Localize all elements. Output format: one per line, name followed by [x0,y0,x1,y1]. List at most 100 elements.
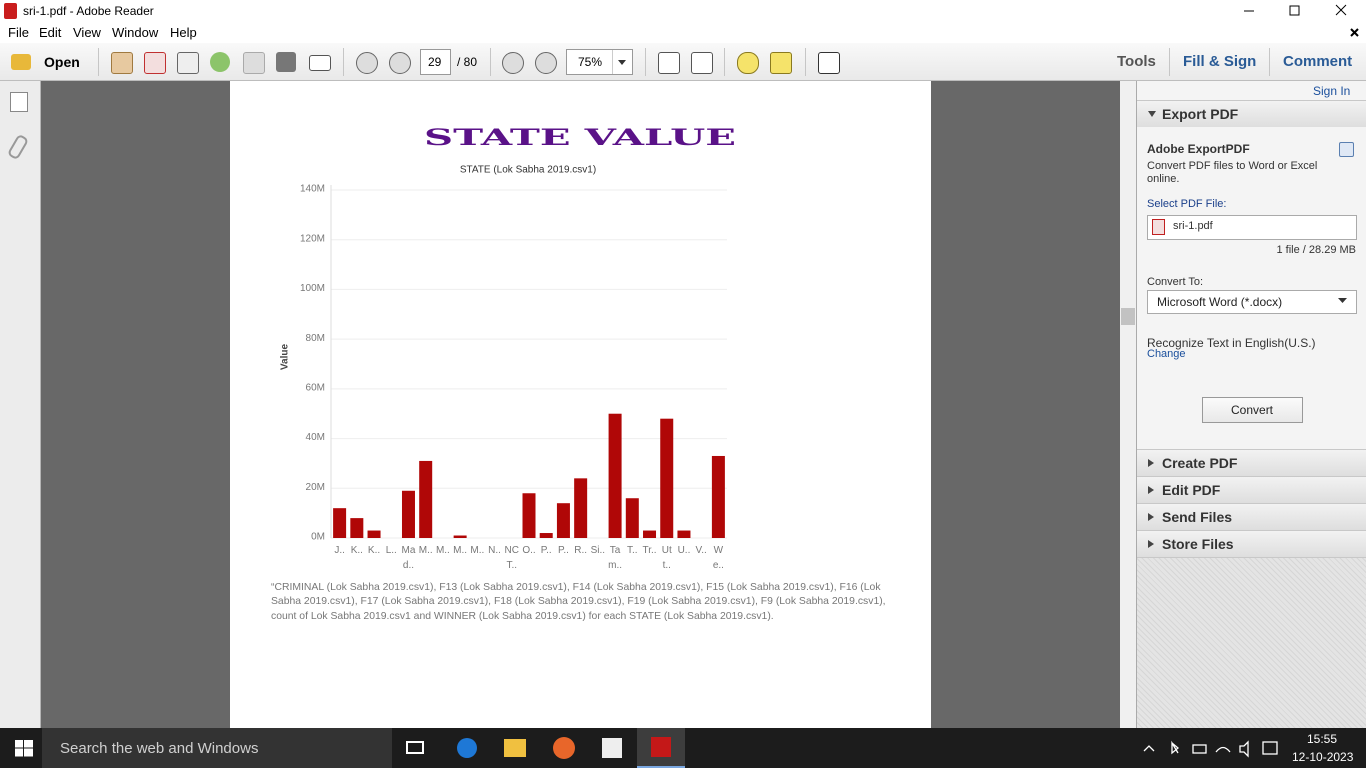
bar [643,530,657,538]
print-icon[interactable] [276,52,296,72]
export-icon[interactable] [144,52,166,74]
page-count: / 80 [457,55,478,69]
convert-button[interactable] [1202,397,1303,423]
tray-icons [1143,740,1278,758]
close-button[interactable] [1335,4,1347,16]
zoom-dropdown[interactable] [612,50,632,74]
comment-tab[interactable]: Comment [1283,53,1353,70]
file-box[interactable] [1147,215,1357,240]
x-tick-label: T.. [627,545,638,556]
comment-icon[interactable] [737,52,759,74]
email-icon[interactable] [309,55,331,71]
sign-in-link[interactable]: Sign In [1313,84,1351,98]
reader-task[interactable] [637,728,685,768]
y-tick-label: 120M [300,233,325,244]
y-tick-label: 20M [306,482,325,493]
bar [350,518,364,538]
separator [343,48,344,76]
pane-filler [1137,557,1366,729]
separator [490,48,491,76]
format-select[interactable] [1147,290,1357,314]
close-document[interactable] [1350,28,1360,38]
service-icon [1339,142,1354,157]
x-tick-label: U.. [678,545,691,556]
export-pdf-header[interactable]: Export PDF [1137,100,1366,127]
fit-page[interactable] [658,52,680,74]
explorer-icon[interactable] [504,739,526,757]
edge-icon[interactable] [457,738,477,758]
section-header[interactable]: Store Files [1137,530,1366,557]
bar [574,478,588,538]
scrollbar[interactable] [1120,81,1136,728]
menu-item[interactable]: Edit [39,25,62,40]
change-link[interactable]: Change [1147,348,1186,360]
next-page[interactable] [389,52,411,74]
edit-icon[interactable] [177,52,199,74]
x-tick-label: O.. [522,545,535,556]
y-tick-label: 60M [306,382,325,393]
pdf-page [230,81,931,728]
x-tick-label: Si.. [591,545,605,556]
x-tick-label: M.. [419,545,433,556]
x-tick-label: P.. [541,545,552,556]
attachments-icon[interactable] [6,133,30,161]
firefox-icon[interactable] [553,737,575,759]
bar [333,508,347,538]
x-tick-label: M.. [453,545,467,556]
zoom-in[interactable] [535,52,557,74]
menu-item[interactable]: View [73,25,101,40]
section-header[interactable]: Send Files [1137,503,1366,530]
section-header[interactable]: Create PDF [1137,449,1366,476]
tools-tab[interactable]: Tools [1117,53,1156,70]
scroll-thumb[interactable] [1121,308,1135,325]
format-dropdown[interactable] [1337,297,1349,305]
upload-icon[interactable] [210,52,230,72]
save-icon[interactable] [243,52,265,74]
zoom-out[interactable] [502,52,524,74]
fit-width[interactable] [691,52,713,74]
toolbar [0,43,1366,81]
highlight-icon[interactable] [770,52,792,74]
bar [522,493,536,538]
convert-label: Convert [1231,403,1274,417]
store-icon[interactable] [602,738,622,758]
chart-subtitle: STATE (Lok Sabha 2019.csv1) [460,165,596,176]
maximize-button[interactable] [1289,5,1300,16]
convert-to-label: Convert To: [1147,276,1204,288]
app-icon [4,3,17,19]
fullscreen-icon[interactable] [818,52,840,74]
x-tick-label: K.. [368,545,380,556]
x-tick-label: K.. [351,545,363,556]
menu-item[interactable]: Help [170,25,197,40]
separator [1169,48,1170,76]
pages-icon[interactable] [10,92,28,112]
title-bar: sri-1.pdf - Adobe Reader [0,0,1366,22]
open-button[interactable]: Open [44,54,80,70]
bar [677,530,691,538]
prev-page[interactable] [356,52,378,74]
search-box[interactable] [42,728,392,768]
bar [625,498,639,538]
service-name: Adobe ExportPDF [1147,142,1250,156]
start-button[interactable] [15,740,33,757]
fill-sign-tab[interactable]: Fill & Sign [1183,53,1257,70]
x-tick-label: Ta m.. [608,545,622,571]
file-info: 1 file / 28.29 MB [1276,244,1357,256]
menu-item[interactable]: File [8,25,29,40]
task-view[interactable] [406,741,424,754]
section-title: Create PDF [1162,455,1238,471]
page-input[interactable] [420,49,451,75]
y-tick-label: 80M [306,333,325,344]
y-tick-label: 140M [300,184,325,195]
menu-item[interactable]: Window [112,25,159,40]
x-tick-label: Ma d.. [402,545,416,571]
create-icon[interactable] [111,52,133,74]
open-icon[interactable] [11,54,31,70]
select-label: Select PDF File: [1147,198,1227,210]
x-tick-label: NC T.. [505,545,519,571]
section-header[interactable]: Edit PDF [1137,476,1366,503]
y-tick-label: 0M [311,532,325,543]
bar [453,535,467,538]
